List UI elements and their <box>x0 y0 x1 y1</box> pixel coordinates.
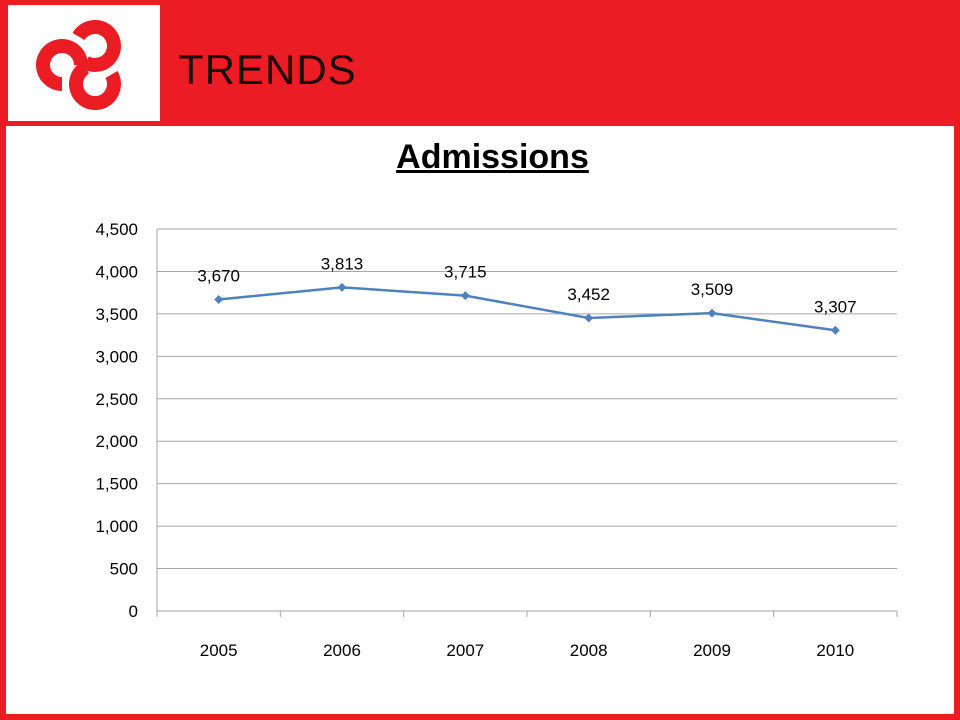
data-point-marker <box>707 308 717 318</box>
data-point-marker <box>337 282 347 292</box>
y-tick-label: 2,500 <box>95 390 138 409</box>
data-label: 3,509 <box>691 280 734 299</box>
y-tick-label: 4,000 <box>95 262 138 281</box>
y-tick-label: 3,000 <box>95 347 138 366</box>
y-tick-label: 500 <box>110 560 138 579</box>
x-tick-label: 2010 <box>816 641 854 660</box>
data-label: 3,452 <box>567 285 610 304</box>
data-label: 3,715 <box>444 263 487 282</box>
x-tick-label: 2006 <box>323 641 361 660</box>
data-point-marker <box>830 325 840 335</box>
series-line <box>218 286 836 332</box>
logo <box>8 5 160 121</box>
data-point-marker <box>214 294 224 304</box>
data-point-marker <box>584 313 594 323</box>
data-point-marker <box>460 291 470 301</box>
page-title: TRENDS <box>178 46 357 93</box>
y-tick-label: 1,500 <box>95 475 138 494</box>
y-tick-label: 0 <box>129 602 138 621</box>
header-bar: TRENDS <box>0 0 960 126</box>
x-tick-label: 2008 <box>570 641 608 660</box>
y-tick-label: 2,000 <box>95 432 138 451</box>
data-label: 3,307 <box>814 297 857 316</box>
trefoil-logo-icon <box>36 20 121 111</box>
x-tick-label: 2005 <box>200 641 238 660</box>
data-label: 3,670 <box>197 266 240 285</box>
y-tick-label: 3,500 <box>95 305 138 324</box>
data-label: 3,813 <box>321 254 364 273</box>
x-tick-label: 2009 <box>693 641 731 660</box>
y-tick-label: 4,500 <box>95 220 138 239</box>
x-tick-label: 2007 <box>446 641 484 660</box>
chart-title: Admissions <box>396 138 589 176</box>
y-tick-label: 1,000 <box>95 517 138 536</box>
